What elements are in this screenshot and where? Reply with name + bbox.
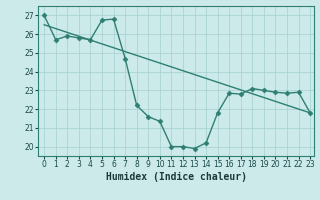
X-axis label: Humidex (Indice chaleur): Humidex (Indice chaleur) (106, 172, 246, 182)
